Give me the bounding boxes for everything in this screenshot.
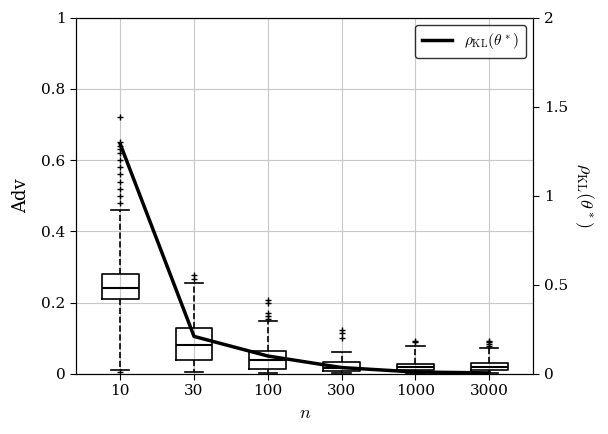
X-axis label: $n$: $n$ [299, 404, 311, 422]
Legend: $\rho_{\rm KL}(\theta^*)$: $\rho_{\rm KL}(\theta^*)$ [415, 25, 526, 58]
Y-axis label: $\rho_{\rm KL}(\theta^*)$: $\rho_{\rm KL}(\theta^*)$ [573, 163, 596, 228]
Y-axis label: Adv: Adv [12, 178, 30, 213]
